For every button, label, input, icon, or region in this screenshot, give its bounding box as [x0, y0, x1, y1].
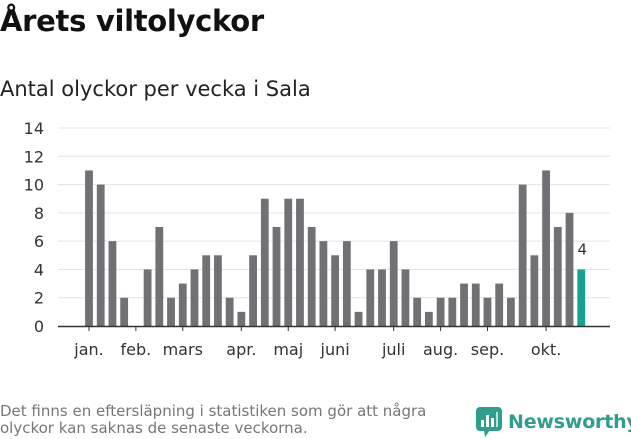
bar [366, 269, 375, 326]
x-tick-label: jan. [73, 340, 103, 359]
bar [120, 297, 129, 326]
bar [413, 297, 422, 326]
bar [108, 241, 117, 326]
newsworthy-logo-icon [476, 407, 502, 437]
x-tick-label: juli [381, 340, 405, 359]
bar [507, 297, 515, 326]
x-tick-label: okt. [531, 340, 561, 359]
bar [284, 198, 293, 326]
y-tick-label: 12 [24, 147, 44, 166]
bar [296, 198, 304, 326]
bar [471, 283, 480, 326]
x-tick-label: aug. [423, 340, 458, 359]
bar [202, 255, 211, 326]
chart-title: Årets viltolyckor [0, 4, 264, 38]
bar [225, 297, 234, 326]
bar [354, 311, 363, 326]
bar [155, 227, 164, 326]
bar [85, 170, 93, 326]
bar [448, 297, 457, 326]
bar [542, 170, 550, 326]
x-tick-label: juni [320, 340, 350, 359]
bar [319, 241, 328, 326]
y-tick-label: 14 [24, 119, 44, 138]
bar [237, 311, 246, 326]
bar [249, 255, 257, 326]
brand-logo[interactable]: Newsworthy [476, 407, 631, 437]
data-label: 4 [577, 240, 587, 258]
bar [530, 255, 539, 326]
y-tick-label: 8 [34, 204, 44, 223]
bar [495, 283, 504, 326]
x-tick-label: sep. [471, 340, 504, 359]
x-tick-label: apr. [226, 340, 256, 359]
y-tick-label: 2 [34, 289, 44, 308]
y-tick-label: 10 [24, 176, 44, 195]
x-tick-label: feb. [121, 340, 152, 359]
y-tick-label: 4 [34, 260, 44, 279]
bar-highlight [577, 269, 586, 326]
y-tick-label: 0 [34, 317, 44, 336]
bar [460, 283, 468, 326]
bar [378, 269, 386, 326]
x-tick-label: mars [163, 340, 203, 359]
bar [331, 255, 340, 326]
bar [260, 198, 269, 326]
bar [565, 212, 574, 326]
bar-chart: 0 2 4 6 8 10 12 14 4 jan. feb. mars apr. maj juni juli a… [24, 119, 610, 359]
bar [167, 297, 175, 326]
bar [143, 269, 152, 326]
bar [424, 311, 433, 326]
bar [96, 184, 105, 326]
bar [483, 297, 492, 326]
bar [401, 269, 410, 326]
bar [307, 227, 316, 326]
bar [436, 297, 445, 326]
brand-name: Newsworthy [508, 411, 631, 433]
bar [190, 269, 199, 326]
bar [518, 184, 527, 326]
bar [272, 227, 281, 326]
bar [553, 227, 562, 326]
bar [214, 255, 222, 326]
y-tick-label: 6 [34, 232, 44, 251]
footnote: Det finns en eftersläpning i statistiken… [0, 402, 427, 437]
bar [178, 283, 187, 326]
bar [342, 241, 351, 326]
bar [389, 241, 398, 326]
chart-subtitle: Antal olyckor per vecka i Sala [0, 77, 311, 101]
x-tick-label: maj [273, 340, 303, 359]
